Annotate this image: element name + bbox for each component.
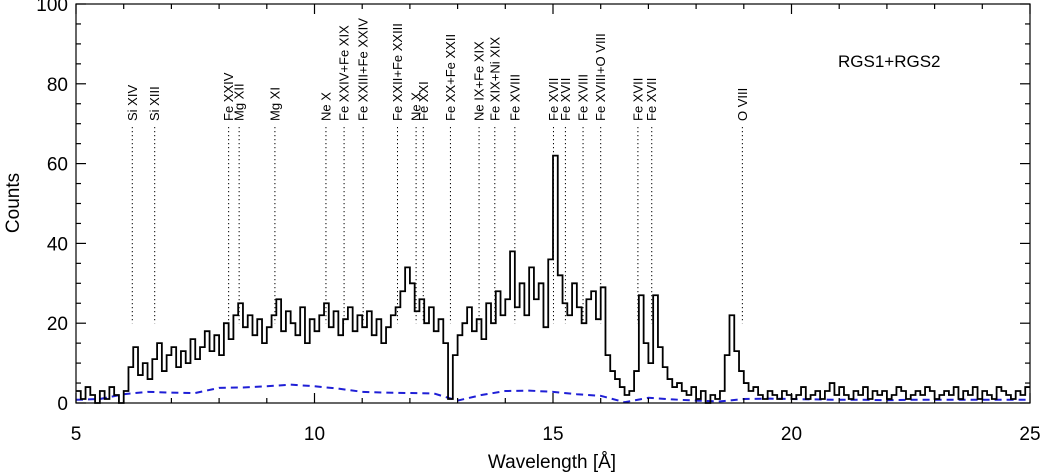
y-tick-label-0: 0 [57, 394, 68, 415]
x-tick-label-15: 15 [542, 424, 563, 445]
y-tick-label-80: 80 [47, 75, 68, 96]
background-model-layer [75, 383, 1030, 404]
x-tick-label-5: 5 [71, 424, 82, 445]
line-marker-label-21: O VIII [735, 88, 750, 121]
line-marker-label-1: Si XIII [147, 86, 162, 121]
y-axis-title: Counts [3, 173, 24, 233]
line-marker-label-10: Fe XXI [416, 81, 431, 121]
line-marker-label-8: Fe XXII+Fe XXIII [390, 23, 405, 121]
line-marker-label-19: Fe XVII [630, 78, 645, 121]
x-tick-label-10: 10 [304, 424, 325, 445]
y-tick-label-40: 40 [47, 234, 68, 255]
line-marker-label-14: Fe XVIII [507, 74, 522, 121]
y-tick-label-20: 20 [47, 314, 68, 335]
line-marker-label-12: Ne IX+Fe XIX [472, 41, 487, 121]
line-marker-label-11: Fe XX+Fe XXII [443, 34, 458, 121]
legend-label: RGS1+RGS2 [838, 52, 941, 71]
axis-ticks-layer: 5 10 15 20 25 0 20 40 60 80 100 [36, 0, 1040, 445]
line-marker-label-2: Fe XXIV [221, 72, 236, 121]
line-marker-label-18: Fe XVIII+O VIII [593, 33, 608, 121]
line-marker-label-0: Si XIV [125, 85, 140, 121]
x-tick-label-20: 20 [781, 424, 802, 445]
line-marker-label-15: Fe XVII [546, 78, 561, 121]
line-marker-label-17: Fe XVIII [576, 74, 591, 121]
background-model-line [75, 383, 1030, 404]
line-marker-label-6: Fe XXIV+Fe XIX [337, 25, 352, 121]
y-tick-label-100: 100 [36, 0, 68, 16]
x-axis-title: Wavelength [Å] [488, 452, 616, 473]
line-marker-label-7: Fe XXIII+Fe XXIV [356, 18, 371, 121]
line-marker-label-3: Mg XII [232, 83, 247, 121]
line-marker-label-20: Fe XVII [644, 78, 659, 121]
line-marker-label-5: Ne X [318, 92, 333, 121]
line-marker-label-4: Mg XI [267, 87, 282, 121]
line-marker-label-9: Ne X [409, 92, 424, 121]
x-tick-label-25: 25 [1019, 424, 1040, 445]
line-marker-label-16: Fe XVII [558, 78, 573, 121]
y-tick-label-60: 60 [47, 155, 68, 176]
line-marker-label-13: Fe XIX+Ni XIX [487, 37, 502, 121]
